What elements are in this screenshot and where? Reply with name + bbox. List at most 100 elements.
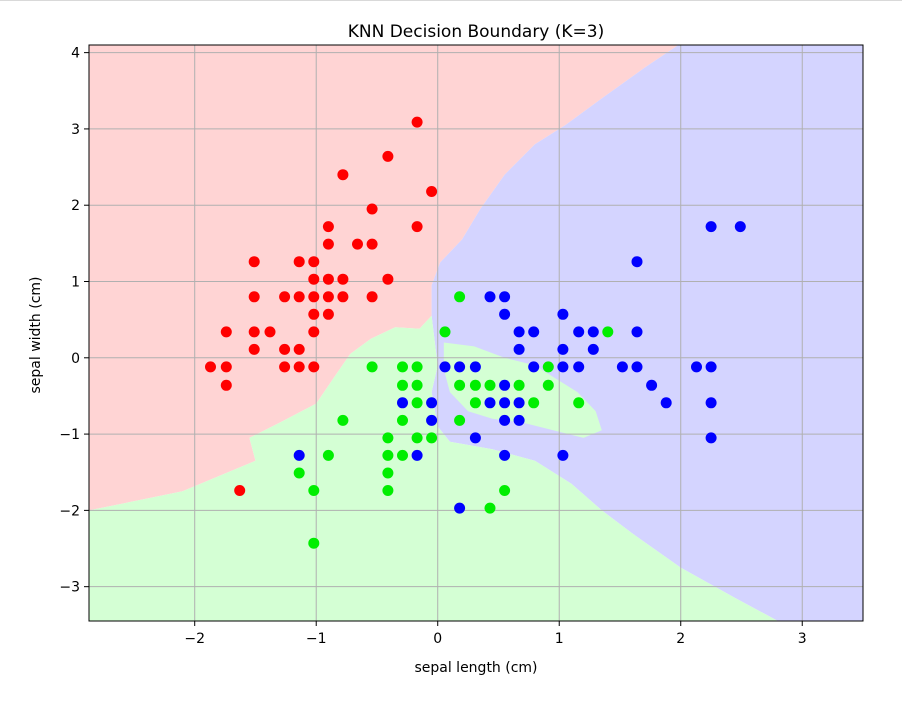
data-point-series-2	[411, 397, 423, 409]
data-point-series-0	[293, 361, 305, 373]
data-point-series-2	[382, 432, 394, 444]
data-point-series-1	[499, 379, 511, 391]
data-point-series-1	[499, 308, 511, 320]
data-point-series-0	[248, 326, 260, 338]
data-point-series-0	[426, 186, 438, 197]
data-point-series-1	[616, 361, 628, 373]
data-point-series-1	[397, 397, 408, 409]
data-point-series-0	[322, 308, 334, 320]
data-point-series-1	[513, 326, 525, 338]
data-point-series-1	[513, 343, 525, 355]
data-point-series-1	[484, 291, 496, 303]
data-point-series-1	[439, 361, 451, 373]
data-point-series-2	[573, 397, 585, 409]
data-point-series-0	[308, 326, 320, 338]
x-tick-label: 3	[798, 631, 807, 647]
data-point-series-2	[542, 361, 554, 373]
data-point-series-0	[366, 203, 378, 215]
data-point-series-1	[499, 414, 511, 426]
data-point-series-1	[705, 397, 717, 409]
data-point-series-0	[411, 116, 423, 128]
data-point-series-0	[322, 291, 334, 303]
y-tick-label: 1	[71, 275, 80, 291]
data-point-series-0	[308, 273, 320, 285]
data-point-series-0	[234, 485, 246, 496]
data-point-series-0	[279, 291, 291, 303]
x-tick-label: −1	[306, 631, 327, 647]
data-point-series-1	[660, 397, 672, 409]
data-point-series-2	[293, 467, 305, 479]
data-point-series-2	[602, 326, 614, 338]
data-point-series-1	[557, 449, 569, 461]
data-point-series-2	[382, 467, 394, 479]
data-point-series-2	[426, 432, 438, 444]
x-tick-label: 0	[433, 631, 442, 647]
data-point-series-0	[279, 343, 291, 355]
data-point-series-2	[484, 502, 496, 514]
data-point-series-0	[337, 169, 349, 181]
data-point-series-0	[220, 361, 232, 373]
data-point-series-1	[646, 379, 658, 391]
data-point-series-0	[337, 273, 349, 285]
data-point-series-2	[382, 449, 394, 461]
data-point-series-1	[587, 326, 599, 338]
data-point-series-2	[397, 449, 408, 461]
data-point-series-1	[705, 361, 717, 373]
data-point-series-2	[308, 537, 320, 549]
data-point-series-2	[469, 397, 481, 409]
data-point-series-0	[205, 361, 216, 373]
data-point-series-0	[322, 238, 334, 250]
data-point-series-2	[337, 414, 349, 426]
data-point-series-1	[454, 502, 466, 514]
data-point-series-0	[248, 343, 260, 355]
data-point-series-1	[499, 291, 511, 303]
data-point-series-0	[220, 326, 232, 338]
data-point-series-1	[557, 361, 569, 373]
data-point-series-1	[426, 397, 438, 409]
data-point-series-0	[382, 273, 394, 285]
data-point-series-1	[469, 361, 481, 373]
data-point-series-0	[308, 308, 320, 320]
data-point-series-0	[293, 343, 305, 355]
decision-regions	[89, 45, 863, 621]
data-point-series-1	[631, 361, 643, 373]
data-point-series-2	[366, 361, 378, 373]
data-point-series-1	[426, 414, 438, 426]
y-tick-label: 0	[71, 351, 80, 367]
x-axis-label: sepal length (cm)	[414, 660, 537, 676]
data-point-series-1	[513, 397, 525, 409]
data-point-series-0	[322, 273, 334, 285]
y-tick-label: 2	[71, 198, 80, 214]
data-point-series-0	[382, 150, 394, 162]
data-point-series-1	[499, 449, 511, 461]
data-point-series-2	[397, 361, 408, 373]
data-point-series-1	[557, 308, 569, 320]
data-point-series-2	[484, 379, 496, 391]
y-axis-label: sepal width (cm)	[28, 276, 44, 393]
data-point-series-1	[469, 432, 481, 444]
data-point-series-2	[528, 397, 540, 409]
data-point-series-0	[308, 291, 320, 303]
data-point-series-1	[528, 361, 540, 373]
data-point-series-1	[631, 256, 643, 268]
data-point-series-2	[308, 485, 320, 496]
data-point-series-2	[397, 414, 408, 426]
data-point-series-1	[513, 414, 525, 426]
scatter-points	[205, 116, 746, 549]
x-tick-label: −2	[184, 631, 205, 647]
data-point-series-1	[454, 361, 466, 373]
data-point-series-2	[469, 379, 481, 391]
data-point-series-2	[542, 379, 554, 391]
data-point-series-1	[691, 361, 702, 373]
data-point-series-0	[308, 256, 320, 268]
data-point-series-1	[587, 343, 599, 355]
data-point-series-1	[484, 397, 496, 409]
y-tick-label: −1	[59, 427, 80, 443]
data-point-series-1	[631, 326, 643, 338]
data-point-series-0	[352, 238, 363, 250]
data-point-series-0	[220, 379, 232, 391]
data-point-series-2	[439, 326, 451, 338]
data-point-series-0	[293, 256, 305, 268]
data-point-series-2	[397, 379, 408, 391]
data-point-series-0	[337, 291, 349, 303]
